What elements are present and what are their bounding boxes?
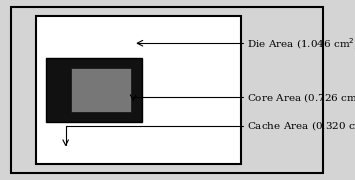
Text: Core Area (0.726 cm$^{2}$): Core Area (0.726 cm$^{2}$) <box>247 90 355 105</box>
Bar <box>46 58 142 122</box>
Text: Die Area (1.046 cm$^{2}$): Die Area (1.046 cm$^{2}$) <box>247 36 355 51</box>
Text: Cache Area (0.320 cm$^{2}$): Cache Area (0.320 cm$^{2}$) <box>247 119 355 133</box>
Bar <box>11 7 323 173</box>
Bar <box>71 68 131 112</box>
Bar <box>36 16 241 164</box>
